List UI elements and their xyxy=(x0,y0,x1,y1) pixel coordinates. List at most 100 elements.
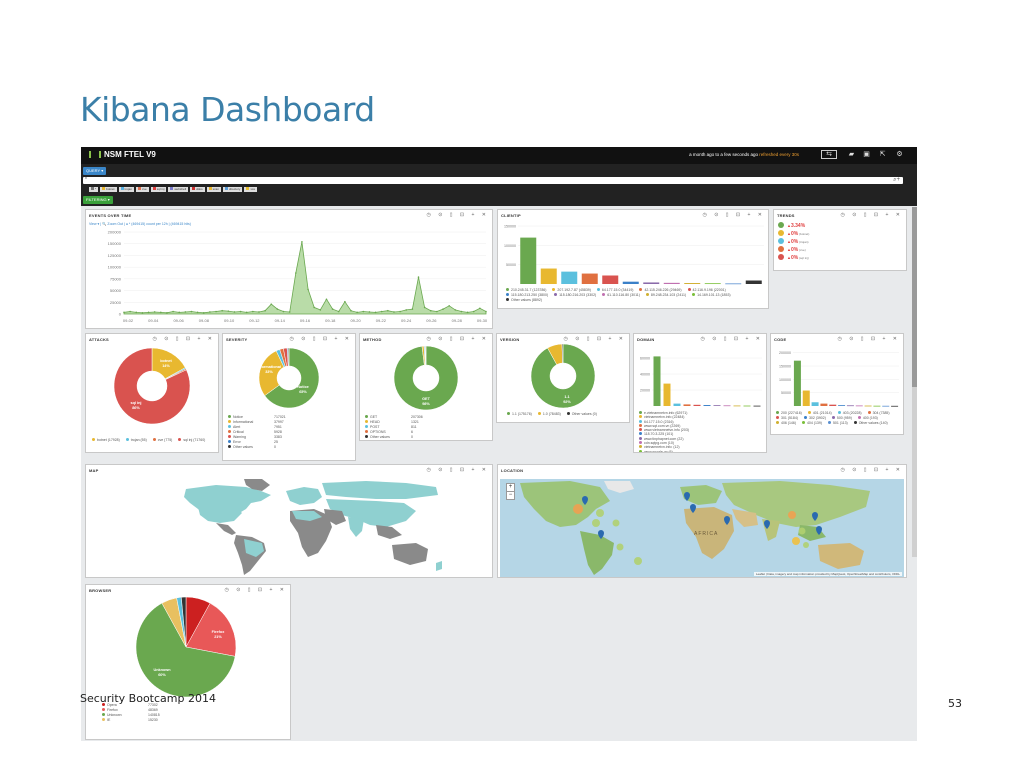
query-toggle-button[interactable]: QUERY ▾ xyxy=(83,167,107,175)
legend-item[interactable]: cdn.sqtpg.com (10) xyxy=(639,441,765,445)
legend-item[interactable]: e.vietnamnetvn.info (62971) xyxy=(639,411,765,415)
query-tag[interactable]: * xyxy=(89,187,99,192)
domain-bar-chart[interactable]: 60000 40000 20000 xyxy=(634,344,766,412)
trend-item[interactable]: ▲0% (trojan) xyxy=(778,238,809,246)
legend-item[interactable]: 400 (193) xyxy=(857,416,878,421)
legend-item[interactable]: www.sqt.com.vn (2269) xyxy=(639,423,765,428)
legend-item[interactable]: Opera 77302 xyxy=(102,703,282,708)
search-input[interactable]: * ⌕+ xyxy=(83,177,903,184)
query-tag[interactable]: cve xyxy=(136,187,149,192)
panel-controls[interactable]: ◷ ⊙ ▯ ⊡ + ✕ xyxy=(224,587,287,593)
legend-item[interactable]: OPTIONS 6 xyxy=(365,430,491,435)
legend-item[interactable]: 304 (7385) xyxy=(867,411,890,416)
legend-item[interactable]: Other values (140) xyxy=(853,421,888,426)
legend-item[interactable]: 401 (21014) xyxy=(807,411,832,416)
legend-item[interactable]: www.vietnamnetvn.info (203) xyxy=(639,428,765,432)
legend-item[interactable]: 42.116.9.196 (22001) xyxy=(687,288,726,293)
code-bar-chart[interactable]: 200000 150000 100000 50000 xyxy=(771,344,903,412)
filtering-toggle-button[interactable]: FILTERING ▾ xyxy=(83,196,113,204)
legend-item[interactable]: 89.248.234.103 (2411) xyxy=(645,293,686,298)
panel-controls[interactable]: ◷ ⊙ ▯ ⊡ + ✕ xyxy=(840,467,903,473)
query-tag[interactable]: scan xyxy=(206,187,221,192)
legend-item[interactable]: 1.0 (78483) xyxy=(537,412,561,417)
legend-item[interactable]: 500 (959) xyxy=(831,416,852,421)
histogram-controls[interactable]: View ▾ | 🔍 Zoom Out | ● * (469415) count… xyxy=(89,222,191,226)
trend-item[interactable]: ▲3.34% xyxy=(778,222,809,230)
legend-item[interactable]: 61.110.116.80 (3011) xyxy=(602,293,640,298)
panel-controls[interactable]: ◷ ⊙ ▯ ⊡ + ✕ xyxy=(426,336,489,342)
legend-item[interactable]: 42.115.246.226 (29469) xyxy=(639,288,682,293)
legend-item[interactable]: 404 (139) xyxy=(801,421,822,426)
legend-item[interactable]: 115.180.216.203 (3302) xyxy=(554,293,596,298)
panel-controls[interactable]: ◷ ⊙ ▯ ⊡ + ✕ xyxy=(289,336,352,342)
panel-controls[interactable]: ◷ ⊙ ▯ ⊡ + ✕ xyxy=(700,336,763,342)
query-tag[interactable]: xss xyxy=(244,187,257,192)
legend-item[interactable]: Firefox 48369 xyxy=(102,708,282,713)
query-tag[interactable]: ddos xyxy=(190,187,205,192)
legend-item[interactable]: Other values (8892) xyxy=(506,298,542,303)
events-histogram-chart[interactable]: 200000 150000 125000 100000 75000 50000 25000 0… xyxy=(86,226,492,329)
folder-icon[interactable]: ▰ xyxy=(848,151,855,158)
legend-item[interactable]: 14.169.101.13 (1853) xyxy=(692,293,731,298)
legend-item[interactable]: POST 811 xyxy=(365,425,491,430)
legend-item[interactable]: GET 207306 xyxy=(365,415,491,420)
legend-item[interactable]: 115.180.213.250 (3800) xyxy=(506,293,548,298)
legend-item[interactable]: vietnamnetvn.info: (12) xyxy=(639,445,765,449)
legend-item[interactable]: 1.1 (175176) xyxy=(507,412,532,417)
legend-item[interactable]: Other values 0 xyxy=(365,435,491,440)
legend-item[interactable]: sql inj (71760) xyxy=(178,438,205,443)
clientip-bar-chart[interactable]: 150000 100000 50000 xyxy=(498,218,768,288)
legend-item[interactable]: 64.177.15.0 (2316) xyxy=(639,419,765,424)
query-tag[interactable]: sql inj xyxy=(150,187,167,192)
trend-item[interactable]: ▲0% (botnet) xyxy=(778,230,809,238)
legend-item[interactable]: IE 15230 xyxy=(102,718,282,723)
legend-item[interactable]: Notice 717021 xyxy=(228,415,354,420)
legend-item[interactable]: Alert 7951 xyxy=(228,425,354,430)
legend-item[interactable]: 118.70.3.225 (101) xyxy=(639,432,765,436)
query-tag[interactable]: webshell xyxy=(168,187,189,192)
legend-item[interactable]: HEAD 1321 xyxy=(365,420,491,425)
share-icon[interactable]: ⇱ xyxy=(879,151,886,158)
legend-item[interactable]: 302 (3902) xyxy=(803,416,826,421)
panel-controls[interactable]: ◷ ⊙ ▯ ⊡ + ✕ xyxy=(152,336,215,342)
location-tile-map[interactable]: AFRICA xyxy=(500,479,904,577)
panel-controls[interactable]: ◷ ⊙ ▯ ⊡ + ✕ xyxy=(837,336,900,342)
legend-item[interactable]: 200 (227416) xyxy=(776,411,802,416)
legend-item[interactable]: Error 25 xyxy=(228,440,354,445)
gear-icon[interactable]: ⚙ xyxy=(896,151,903,158)
legend-item[interactable]: trojan (55) xyxy=(125,438,147,443)
legend-item[interactable]: www.tinphapnet.com (22) xyxy=(639,436,765,441)
panel-controls[interactable]: ◷ ⊙ ▯ ⊡ + ✕ xyxy=(426,212,489,218)
panel-controls[interactable]: ◷ ⊙ ▯ ⊡ + ✕ xyxy=(563,336,626,342)
legend-item[interactable]: 64.177.15.0 (34419) xyxy=(596,288,633,293)
legend-item[interactable]: 403 (20228) xyxy=(837,411,862,416)
query-tag[interactable]: directory xyxy=(222,187,243,192)
legend-item[interactable]: 301 (5184) xyxy=(776,416,798,421)
dashboard-brand[interactable]: NSM FTEL V9 xyxy=(89,150,156,159)
trend-item[interactable]: ▲0% (sql inj) xyxy=(778,254,809,262)
legend-item[interactable]: Unknown 140815 xyxy=(102,713,282,718)
time-range[interactable]: a month ago to a few seconds ago refresh… xyxy=(689,152,799,157)
legend-item[interactable]: Critical 5928 xyxy=(228,430,354,435)
legend-item[interactable]: vietnamnetvn.info (22484) xyxy=(639,415,765,419)
clock-icon[interactable]: ⇆ xyxy=(821,150,837,159)
panel-controls[interactable]: ◷ ⊙ ▯ ⊡ + ✕ xyxy=(840,212,903,218)
legend-item[interactable]: Other values (0) xyxy=(566,412,597,417)
legend-item[interactable]: Warning 3383 xyxy=(228,435,354,440)
query-tag[interactable]: botnet xyxy=(100,187,117,192)
trend-item[interactable]: ▲0% (cve) xyxy=(778,246,809,254)
legend-item[interactable]: www.google.vn (6) xyxy=(639,449,765,452)
panel-controls[interactable]: ◷ ⊙ ▯ ⊡ + ✕ xyxy=(702,212,765,218)
search-icon[interactable]: ⌕+ xyxy=(893,177,900,183)
legend-item[interactable]: 501 (113) xyxy=(827,421,848,426)
zoom-out-button[interactable]: − xyxy=(506,491,515,500)
legend-item[interactable]: Informational 37997 xyxy=(228,420,354,425)
version-donut-chart[interactable]: 1.192% xyxy=(497,342,629,412)
panel-controls[interactable]: ◷ ⊙ ▯ ⊡ + ✕ xyxy=(426,467,489,473)
legend-item[interactable]: 207.192.7.87 (45839) xyxy=(552,288,591,293)
legend-item[interactable]: Other values 0 xyxy=(228,445,354,450)
